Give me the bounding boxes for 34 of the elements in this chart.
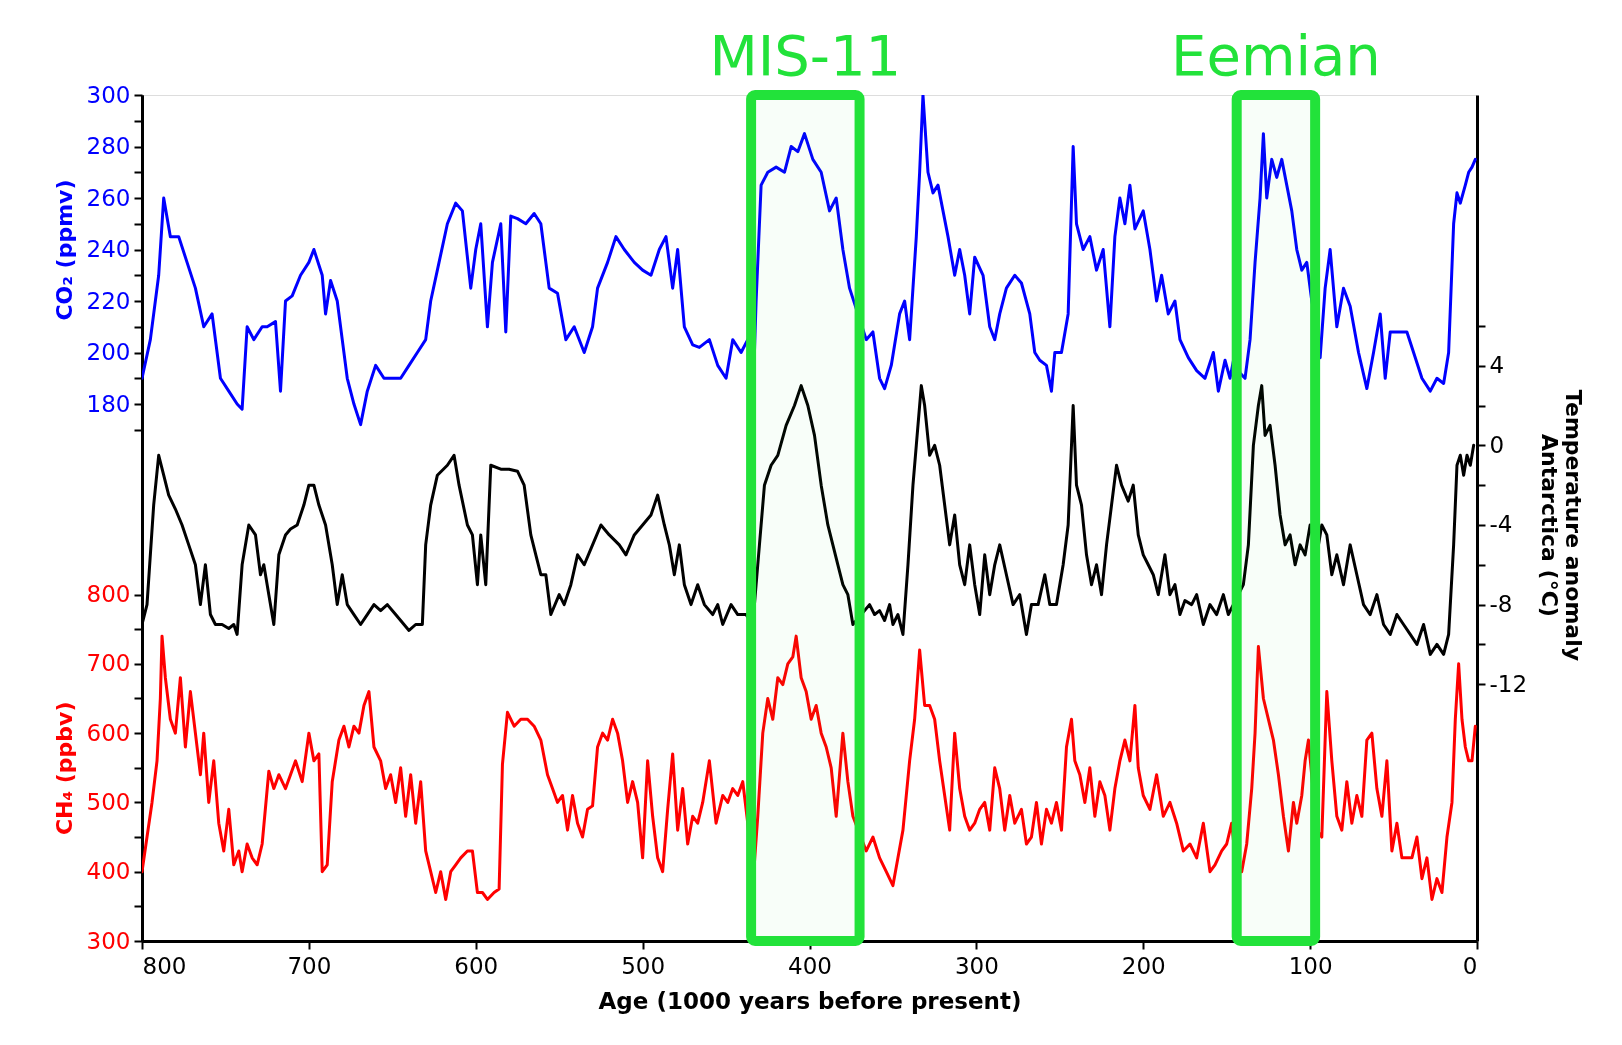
y3-tick-label: 400: [86, 858, 131, 885]
y2-tick-label: -4: [1489, 511, 1513, 538]
y-tick-label: 220: [86, 287, 131, 314]
x-tick-label: 800: [142, 952, 187, 979]
y3-tick-label: 600: [86, 719, 131, 746]
y-tick-label: 200: [86, 339, 131, 366]
x-tick-label: 100: [1288, 952, 1333, 979]
y-tick-label: 280: [86, 133, 131, 160]
y2-axis-title: Temperature anomaly Antarctica (°C): [1537, 389, 1587, 662]
x-tick-label: 600: [454, 952, 499, 979]
x-tick-label: 300: [954, 952, 999, 979]
x-axis-title: Age (1000 years before present): [598, 987, 1022, 1014]
y3-axis-title: CH₄ (ppbv): [51, 701, 77, 836]
x-tick-label: 500: [621, 952, 666, 979]
y-tick-label: 180: [86, 390, 131, 417]
y-tick-label: 260: [86, 184, 131, 211]
band-label: MIS-11: [709, 23, 902, 88]
y3-tick-label: 800: [86, 581, 131, 608]
x-tick-label: 700: [287, 952, 332, 979]
line-series: [142, 95, 1477, 427]
y2-tick-label: 4: [1489, 352, 1505, 379]
y-tick-label: 240: [86, 236, 131, 263]
y2-tick-label: -8: [1489, 591, 1513, 618]
x-tick-label: 200: [1121, 952, 1166, 979]
x-tick-label: 400: [788, 952, 832, 979]
y2-tick-label: -12: [1489, 670, 1528, 697]
x-tick-label: 0: [1462, 952, 1478, 979]
y3-tick-label: 700: [86, 650, 131, 677]
y-axis-title: CO₂ (ppmv): [51, 179, 77, 321]
y-tick-label: 300: [86, 81, 131, 108]
y2-tick-label: 0: [1489, 431, 1505, 458]
band-label: Eemian: [1171, 23, 1381, 88]
line-series: [142, 634, 1477, 901]
y3-tick-label: 500: [86, 788, 131, 815]
